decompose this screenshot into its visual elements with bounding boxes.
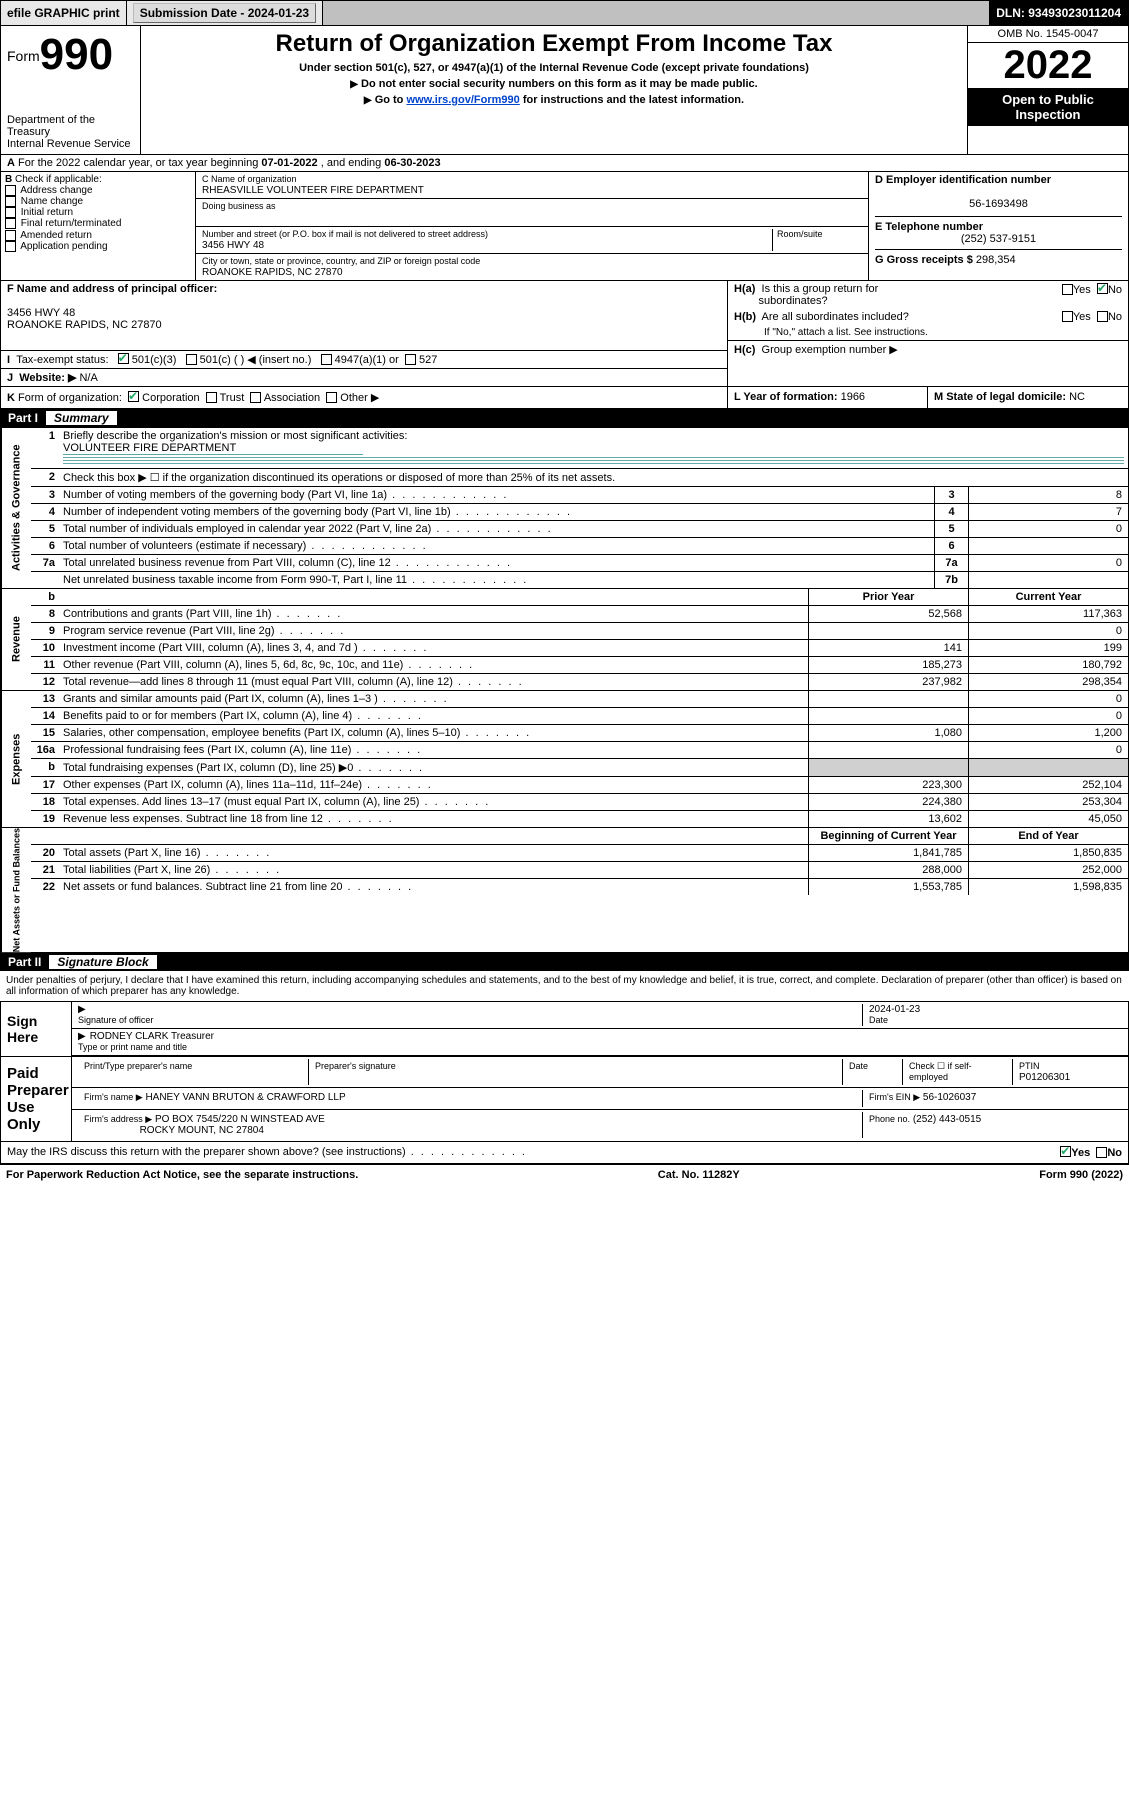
box-i: I Tax-exempt status: 501(c)(3) 501(c) ( … bbox=[1, 351, 727, 369]
part2-bar: Part IISignature Block bbox=[0, 953, 1129, 971]
form-header: Form990 Department of the Treasury Inter… bbox=[0, 26, 1129, 155]
hb-no[interactable] bbox=[1097, 311, 1108, 322]
table-row: 14Benefits paid to or for members (Part … bbox=[31, 708, 1128, 725]
submission-date-btn[interactable]: Submission Date - 2024-01-23 bbox=[127, 1, 323, 25]
checkbox-527[interactable] bbox=[405, 354, 416, 365]
irs-link[interactable]: www.irs.gov/Form990 bbox=[406, 94, 519, 106]
subtitle-1: Under section 501(c), 527, or 4947(a)(1)… bbox=[147, 62, 961, 74]
table-row: 22Net assets or fund balances. Subtract … bbox=[31, 879, 1128, 895]
box-c: C Name of organization RHEASVILLE VOLUNT… bbox=[196, 172, 868, 280]
side-rev: Revenue bbox=[1, 589, 31, 690]
box-j: J Website: ▶ N/A bbox=[1, 369, 727, 386]
ha-no[interactable] bbox=[1097, 283, 1108, 294]
table-row: 8Contributions and grants (Part VIII, li… bbox=[31, 606, 1128, 623]
table-row: Net unrelated business taxable income fr… bbox=[31, 572, 1128, 588]
table-row: 5Total number of individuals employed in… bbox=[31, 521, 1128, 538]
k-other[interactable] bbox=[326, 392, 337, 403]
side-exp: Expenses bbox=[1, 691, 31, 827]
table-row: 17Other expenses (Part IX, column (A), l… bbox=[31, 777, 1128, 794]
side-net: Net Assets or Fund Balances bbox=[1, 828, 31, 952]
box-ha: H(a) Is this a group return for subordin… bbox=[728, 281, 1128, 309]
officer-group-block: F Name and address of principal officer:… bbox=[0, 280, 1129, 387]
table-row: 19Revenue less expenses. Subtract line 1… bbox=[31, 811, 1128, 827]
table-row: 12Total revenue—add lines 8 through 11 (… bbox=[31, 674, 1128, 690]
tax-year: 2022 bbox=[968, 43, 1128, 88]
summary-net: Net Assets or Fund Balances Beginning of… bbox=[0, 828, 1129, 953]
toolbar-spacer bbox=[323, 1, 990, 25]
box-deg: D Employer identification number 56-1693… bbox=[868, 172, 1128, 280]
open-to-public: Open to Public Inspection bbox=[968, 88, 1128, 126]
k-corp[interactable] bbox=[128, 391, 139, 402]
arrow-icon bbox=[78, 1004, 90, 1015]
subtitle-3: Go to www.irs.gov/Form990 for instructio… bbox=[147, 94, 961, 106]
table-row: 11Other revenue (Part VIII, column (A), … bbox=[31, 657, 1128, 674]
irs-label: Internal Revenue Service bbox=[7, 138, 134, 150]
side-gov: Activities & Governance bbox=[1, 428, 31, 588]
k-trust[interactable] bbox=[206, 392, 217, 403]
form-title: Return of Organization Exempt From Incom… bbox=[147, 30, 961, 58]
box-f: F Name and address of principal officer:… bbox=[1, 281, 727, 351]
box-k: K Form of organization: Corporation Trus… bbox=[1, 387, 728, 408]
sign-here-block: Sign Here Signature of officer 2024-01-2… bbox=[0, 1001, 1129, 1057]
discuss-row: May the IRS discuss this return with the… bbox=[0, 1142, 1129, 1164]
table-row: 4Number of independent voting members of… bbox=[31, 504, 1128, 521]
box-l: L Year of formation: 1966 bbox=[728, 387, 928, 408]
paid-preparer-label: Paid Preparer Use Only bbox=[1, 1057, 71, 1141]
k-assoc[interactable] bbox=[250, 392, 261, 403]
table-row: 16aProfessional fundraising fees (Part I… bbox=[31, 742, 1128, 759]
table-row: 15Salaries, other compensation, employee… bbox=[31, 725, 1128, 742]
table-row: 21Total liabilities (Part X, line 26)288… bbox=[31, 862, 1128, 879]
form-number: Form990 bbox=[7, 30, 134, 80]
table-row: 6Total number of volunteers (estimate if… bbox=[31, 538, 1128, 555]
table-row: 7aTotal unrelated business revenue from … bbox=[31, 555, 1128, 572]
entity-info-block: B Check if applicable: Address change Na… bbox=[0, 172, 1129, 280]
subtitle-2: Do not enter social security numbers on … bbox=[147, 78, 961, 90]
checkbox-501c[interactable] bbox=[186, 354, 197, 365]
table-row: 20Total assets (Part X, line 16)1,841,78… bbox=[31, 845, 1128, 862]
efile-label: efile GRAPHIC print bbox=[1, 1, 127, 25]
box-hc: H(c) Group exemption number ▶ bbox=[728, 341, 1128, 358]
summary-rev: Revenue b Prior YearCurrent Year 8Contri… bbox=[0, 589, 1129, 691]
arrow-icon bbox=[350, 78, 358, 90]
penalty-statement: Under penalties of perjury, I declare th… bbox=[0, 971, 1129, 1001]
box-b: B Check if applicable: Address change Na… bbox=[1, 172, 196, 280]
dln-label: DLN: 93493023011204 bbox=[990, 1, 1128, 25]
sign-here-label: Sign Here bbox=[1, 1002, 71, 1056]
table-row: 18Total expenses. Add lines 13–17 (must … bbox=[31, 794, 1128, 811]
box-hb: H(b) Are all subordinates included? Yes … bbox=[728, 309, 1128, 325]
table-row: 9Program service revenue (Part VIII, lin… bbox=[31, 623, 1128, 640]
hb-yes[interactable] bbox=[1062, 311, 1073, 322]
top-toolbar: efile GRAPHIC print Submission Date - 20… bbox=[0, 0, 1129, 26]
arrow-icon bbox=[78, 1031, 90, 1042]
arrow-icon bbox=[364, 94, 372, 106]
summary-exp: Expenses 13Grants and similar amounts pa… bbox=[0, 691, 1129, 828]
checkbox-4947[interactable] bbox=[321, 354, 332, 365]
box-h-note: If "No," attach a list. See instructions… bbox=[728, 325, 1128, 341]
table-row: 13Grants and similar amounts paid (Part … bbox=[31, 691, 1128, 708]
discuss-no[interactable] bbox=[1096, 1147, 1107, 1158]
dept-label: Department of the Treasury bbox=[7, 114, 134, 138]
table-row: bTotal fundraising expenses (Part IX, co… bbox=[31, 759, 1128, 777]
omb-number: OMB No. 1545-0047 bbox=[968, 26, 1128, 43]
ha-yes[interactable] bbox=[1062, 284, 1073, 295]
summary-gov: Activities & Governance 1 Briefly descri… bbox=[0, 427, 1129, 589]
tax-period-row: A For the 2022 calendar year, or tax yea… bbox=[0, 155, 1129, 172]
table-row: 3Number of voting members of the governi… bbox=[31, 487, 1128, 504]
klm-row: K Form of organization: Corporation Trus… bbox=[0, 387, 1129, 409]
table-row: 10Investment income (Part VIII, column (… bbox=[31, 640, 1128, 657]
discuss-yes[interactable] bbox=[1060, 1146, 1071, 1157]
page-footer: For Paperwork Reduction Act Notice, see … bbox=[0, 1164, 1129, 1185]
paid-preparer-block: Paid Preparer Use Only Print/Type prepar… bbox=[0, 1057, 1129, 1142]
checkbox-501c3[interactable] bbox=[118, 353, 129, 364]
part1-bar: Part ISummary bbox=[0, 409, 1129, 427]
box-m: M State of legal domicile: NC bbox=[928, 387, 1128, 408]
